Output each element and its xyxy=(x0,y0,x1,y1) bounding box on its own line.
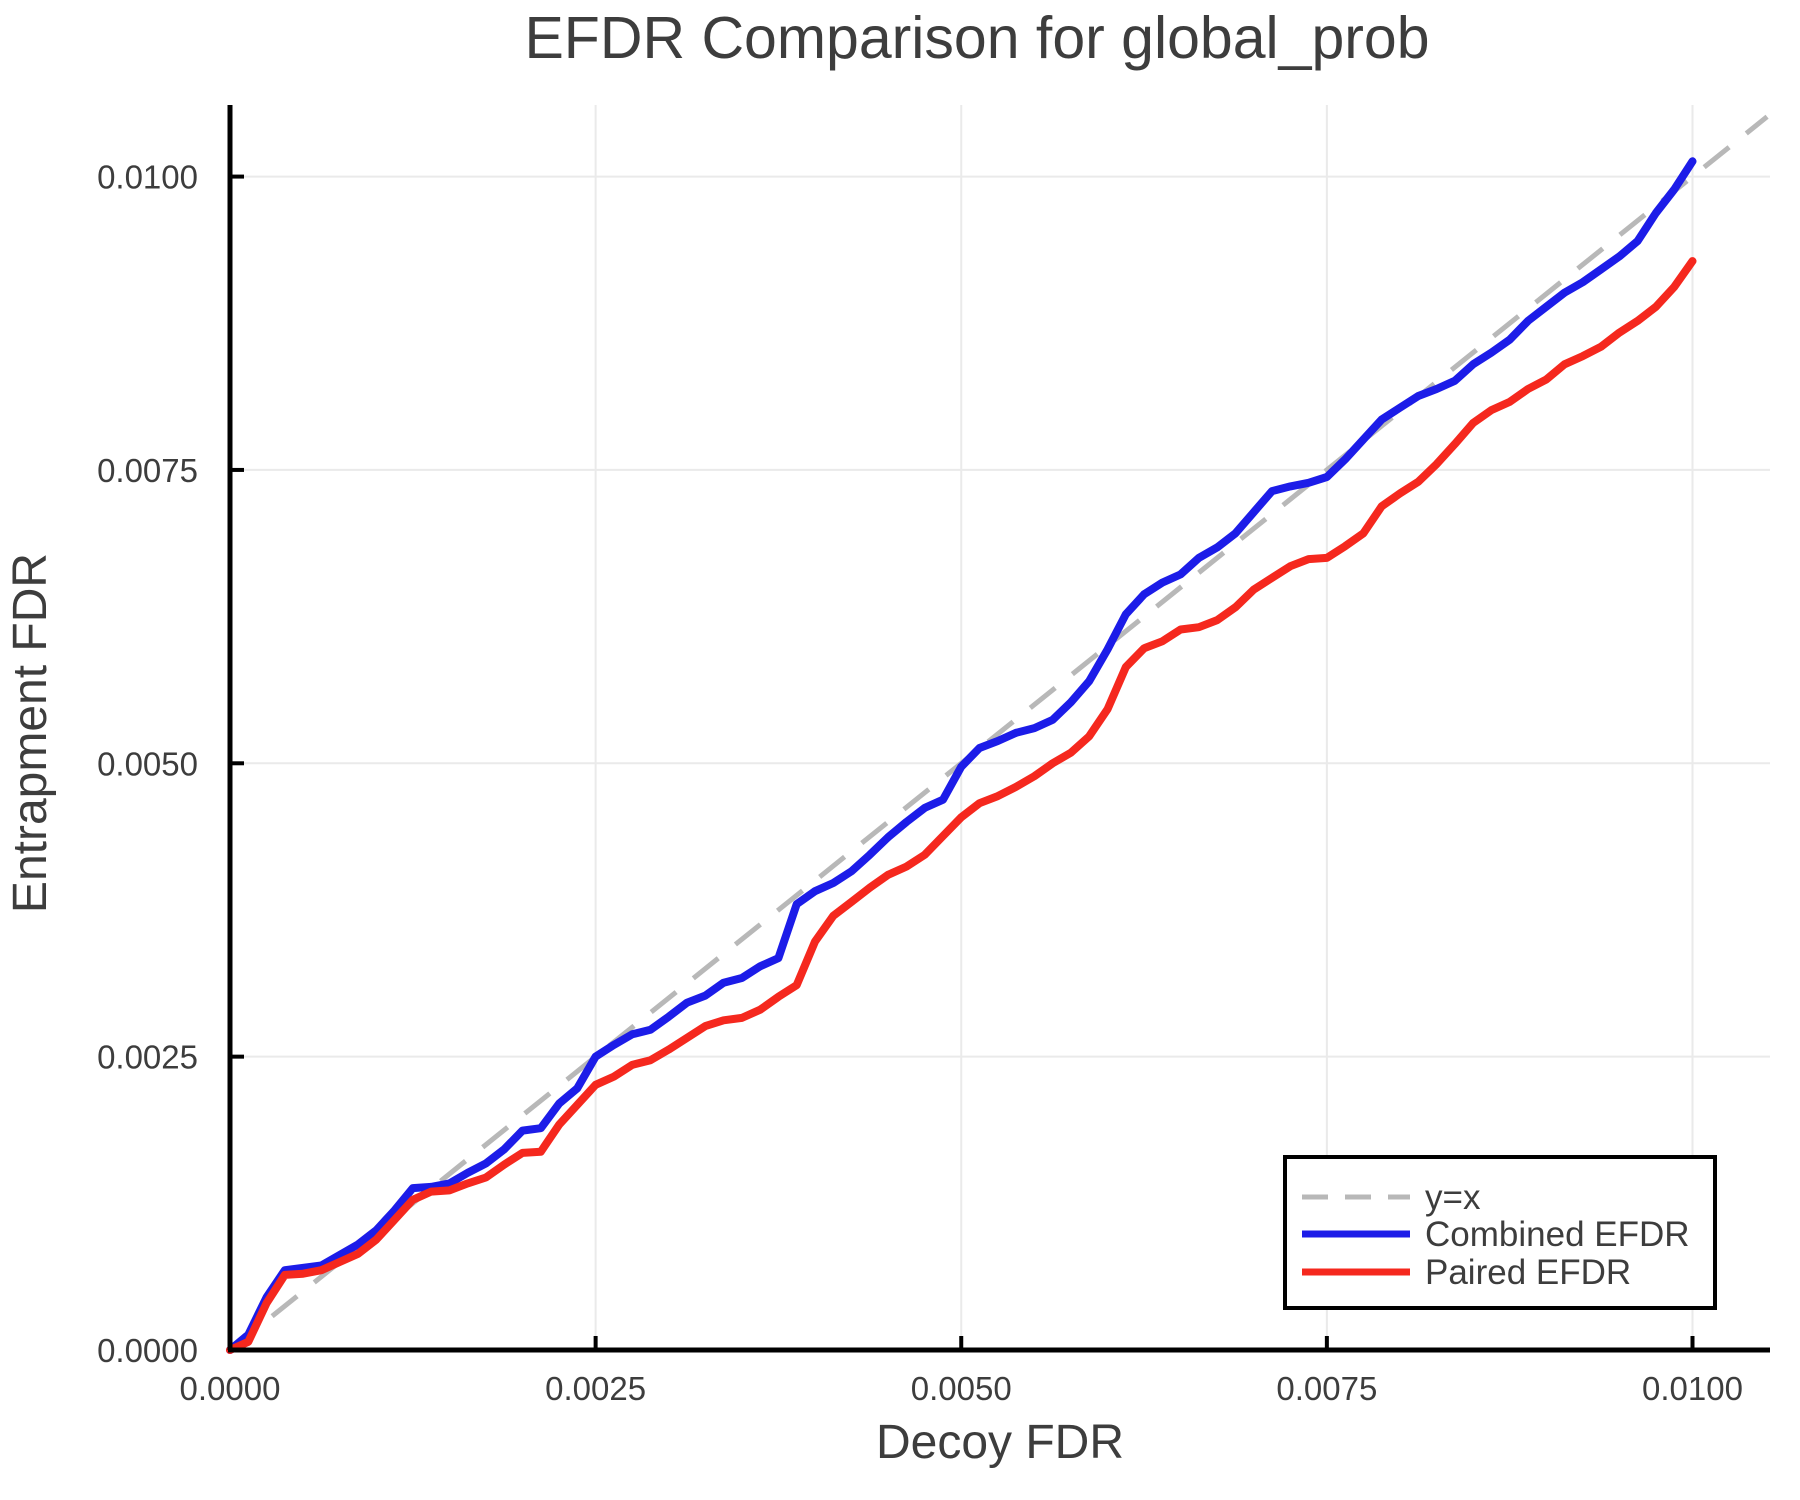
gridlines xyxy=(230,105,1770,1350)
x-tick-label: 0.0100 xyxy=(1642,1370,1743,1407)
reference-line-yx xyxy=(228,114,1769,1352)
y-axis-label: Entrapment FDR xyxy=(4,553,57,913)
series-lines xyxy=(226,114,1769,1354)
y-tick-label: 0.0050 xyxy=(97,745,198,782)
x-tick-label: 0.0075 xyxy=(1276,1370,1377,1407)
x-tick-label: 0.0025 xyxy=(545,1370,646,1407)
x-tick-label: 0.0050 xyxy=(911,1370,1012,1407)
y-tick-label: 0.0025 xyxy=(97,1039,198,1076)
legend-label-yx: y=x xyxy=(1425,1178,1481,1217)
chart-title: EFDR Comparison for global_prob xyxy=(524,5,1429,71)
series-line-combined-efdr xyxy=(226,157,1697,1354)
legend: y=x Combined EFDR Paired EFDR xyxy=(1283,1155,1717,1310)
y-tick-label: 0.0000 xyxy=(97,1332,198,1369)
series-line-paired-efdr xyxy=(226,257,1697,1354)
axes: 0.0000 0.0025 0.0050 0.0075 0.0100 0.0000 0.00… xyxy=(97,105,1770,1407)
legend-label-combined: Combined EFDR xyxy=(1425,1215,1690,1254)
y-tick-label: 0.0100 xyxy=(97,159,198,196)
x-tick-label: 0.0000 xyxy=(180,1370,281,1407)
x-axis-label: Decoy FDR xyxy=(876,1416,1124,1469)
legend-label-paired: Paired EFDR xyxy=(1425,1253,1631,1292)
y-tick-label: 0.0075 xyxy=(97,452,198,489)
